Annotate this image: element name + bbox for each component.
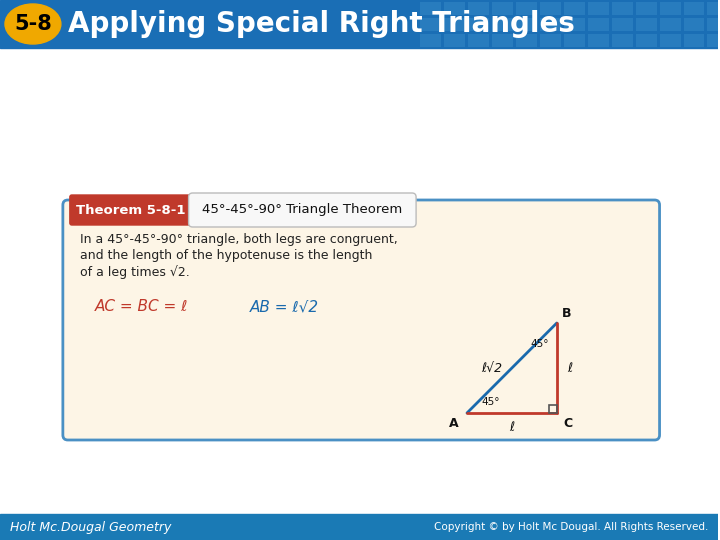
Bar bbox=[468, 34, 489, 47]
Bar bbox=[660, 34, 680, 47]
Bar bbox=[444, 18, 465, 31]
Bar bbox=[420, 2, 441, 15]
Bar bbox=[540, 34, 561, 47]
Text: Applying Special Right Triangles: Applying Special Right Triangles bbox=[68, 10, 575, 38]
Bar bbox=[683, 18, 704, 31]
FancyBboxPatch shape bbox=[189, 193, 416, 227]
Text: 45°: 45° bbox=[531, 339, 549, 349]
Bar bbox=[612, 18, 633, 31]
Text: Copyright © by Holt Mc Dougal. All Rights Reserved.: Copyright © by Holt Mc Dougal. All Right… bbox=[434, 522, 708, 532]
Bar bbox=[516, 18, 537, 31]
Bar bbox=[708, 18, 720, 31]
Bar bbox=[612, 34, 633, 47]
Text: Holt Mc.Dougal Geometry: Holt Mc.Dougal Geometry bbox=[10, 521, 171, 534]
Ellipse shape bbox=[5, 4, 61, 44]
Bar bbox=[468, 18, 489, 31]
Text: A: A bbox=[449, 417, 459, 430]
Text: B: B bbox=[562, 307, 571, 320]
Bar bbox=[683, 34, 704, 47]
Bar bbox=[0, 0, 719, 48]
Bar bbox=[708, 34, 720, 47]
Bar bbox=[564, 18, 585, 31]
Bar bbox=[516, 34, 537, 47]
Bar bbox=[588, 18, 608, 31]
Bar bbox=[683, 2, 704, 15]
Text: 45°-45°-90° Triangle Theorem: 45°-45°-90° Triangle Theorem bbox=[202, 204, 402, 217]
Bar bbox=[492, 34, 513, 47]
Bar bbox=[492, 18, 513, 31]
Text: ℓ: ℓ bbox=[567, 361, 572, 375]
Bar bbox=[540, 2, 561, 15]
Bar bbox=[0, 514, 719, 540]
Bar bbox=[420, 18, 441, 31]
Text: AC = BC = ℓ: AC = BC = ℓ bbox=[95, 299, 188, 314]
Bar bbox=[444, 2, 465, 15]
Text: 45°: 45° bbox=[481, 397, 500, 407]
Bar bbox=[540, 18, 561, 31]
Bar bbox=[444, 34, 465, 47]
Bar bbox=[708, 2, 720, 15]
Bar bbox=[588, 34, 608, 47]
Text: In a 45°-45°-90° triangle, both legs are congruent,: In a 45°-45°-90° triangle, both legs are… bbox=[80, 233, 397, 246]
Text: ℓ: ℓ bbox=[509, 421, 515, 434]
Text: 5-8: 5-8 bbox=[14, 14, 52, 34]
Bar bbox=[468, 2, 489, 15]
Text: ℓ√2: ℓ√2 bbox=[481, 361, 502, 375]
Bar bbox=[660, 2, 680, 15]
Text: of a leg times √2.: of a leg times √2. bbox=[80, 265, 189, 279]
Bar bbox=[636, 2, 657, 15]
Text: Theorem 5-8-1: Theorem 5-8-1 bbox=[76, 204, 186, 217]
Bar bbox=[564, 2, 585, 15]
Bar bbox=[516, 2, 537, 15]
Bar bbox=[588, 2, 608, 15]
Text: and the length of the hypotenuse is the length: and the length of the hypotenuse is the … bbox=[80, 249, 372, 262]
Bar bbox=[420, 34, 441, 47]
Text: C: C bbox=[564, 417, 573, 430]
Bar bbox=[636, 34, 657, 47]
Bar bbox=[612, 2, 633, 15]
Bar bbox=[660, 18, 680, 31]
FancyBboxPatch shape bbox=[63, 200, 660, 440]
FancyBboxPatch shape bbox=[70, 195, 192, 225]
Bar bbox=[564, 34, 585, 47]
Bar bbox=[549, 405, 557, 413]
Bar bbox=[492, 2, 513, 15]
Text: AB = ℓ√2: AB = ℓ√2 bbox=[249, 299, 318, 314]
Bar bbox=[636, 18, 657, 31]
